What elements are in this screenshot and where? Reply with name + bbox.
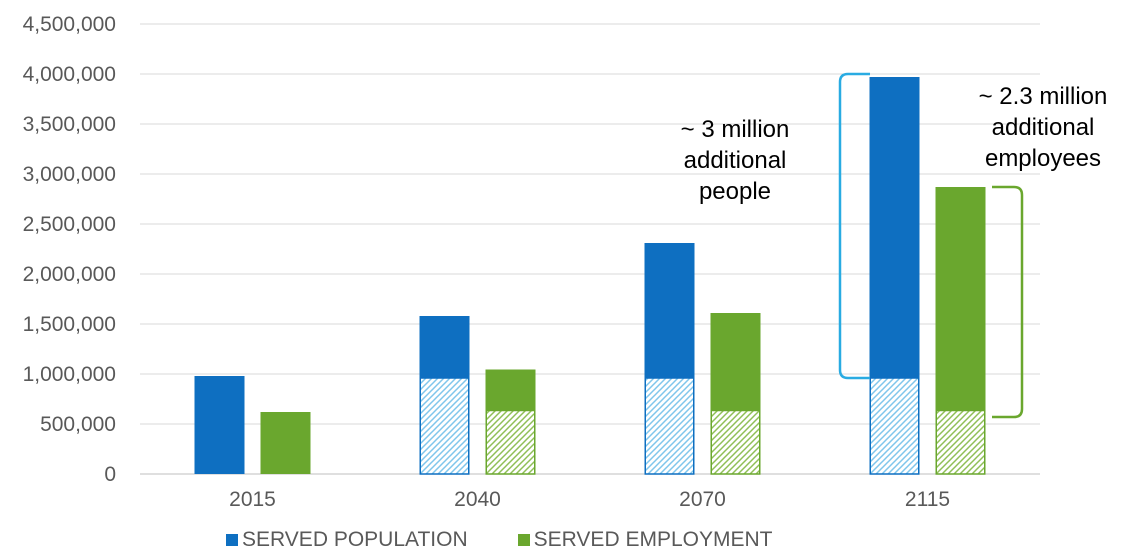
bar-existing-population xyxy=(419,377,470,475)
y-tick-label: 2,000,000 xyxy=(23,263,116,286)
legend: SERVED POPULATION SERVED EMPLOYMENT xyxy=(226,528,822,552)
y-tick-label: 500,000 xyxy=(40,413,116,436)
bars xyxy=(194,77,986,475)
y-tick-label: 1,000,000 xyxy=(23,363,116,386)
chart: 0 500,000 1,000,000 1,500,000 2,000,000 2,500… xyxy=(23,13,1108,511)
bar-existing-population xyxy=(869,377,920,475)
y-tick-label: 1,500,000 xyxy=(23,313,116,336)
legend-item-employment: SERVED EMPLOYMENT xyxy=(517,528,773,552)
y-tick-label: 4,500,000 xyxy=(23,13,116,36)
x-tick-label: 2070 xyxy=(679,488,726,511)
bar-population xyxy=(644,243,695,378)
bar-population xyxy=(419,316,470,378)
y-tick-label: 0 xyxy=(104,463,116,486)
annotations: ~ 3 million additional people ~ 2.3 million… xyxy=(681,72,1108,419)
x-tick-label: 2015 xyxy=(229,488,276,511)
bar-population xyxy=(869,77,920,378)
annotation-text: ~ 3 million xyxy=(681,116,790,143)
y-tick-label: 4,000,000 xyxy=(23,63,116,86)
legend-swatch-employment xyxy=(517,534,530,546)
bar-existing-employment xyxy=(485,409,536,475)
annotation-text: ~ 2.3 million xyxy=(979,83,1108,110)
y-tick-label: 3,000,000 xyxy=(23,163,116,186)
legend-swatch-population xyxy=(226,534,238,546)
bar-employment xyxy=(710,313,761,411)
annotation-text: people xyxy=(699,178,771,205)
x-axis-tick-labels: 2015 2040 2070 2115 xyxy=(229,488,950,511)
annotation-text: employees xyxy=(985,145,1101,172)
annotation-text: additional xyxy=(992,114,1095,141)
x-tick-label: 2115 xyxy=(905,488,950,511)
bar-employment xyxy=(935,187,986,411)
annotation-bracket xyxy=(838,72,870,380)
y-axis-tick-labels: 0 500,000 1,000,000 1,500,000 2,000,000 2,500… xyxy=(23,13,116,486)
annotation-text: additional xyxy=(684,147,787,174)
bar-population xyxy=(194,376,245,474)
x-tick-label: 2040 xyxy=(454,488,501,511)
bar-employment xyxy=(485,369,536,411)
legend-label-population: SERVED POPULATION xyxy=(242,528,468,551)
bar-existing-population xyxy=(644,377,695,475)
bar-employment xyxy=(260,412,311,474)
bar-existing-employment xyxy=(935,409,986,475)
y-tick-label: 2,500,000 xyxy=(23,213,116,236)
bar-existing-employment xyxy=(710,409,761,475)
y-tick-label: 3,500,000 xyxy=(23,113,116,136)
legend-label-employment: SERVED EMPLOYMENT xyxy=(533,528,773,551)
legend-item-population: SERVED POPULATION xyxy=(226,528,468,552)
annotation-bracket xyxy=(992,185,1024,419)
